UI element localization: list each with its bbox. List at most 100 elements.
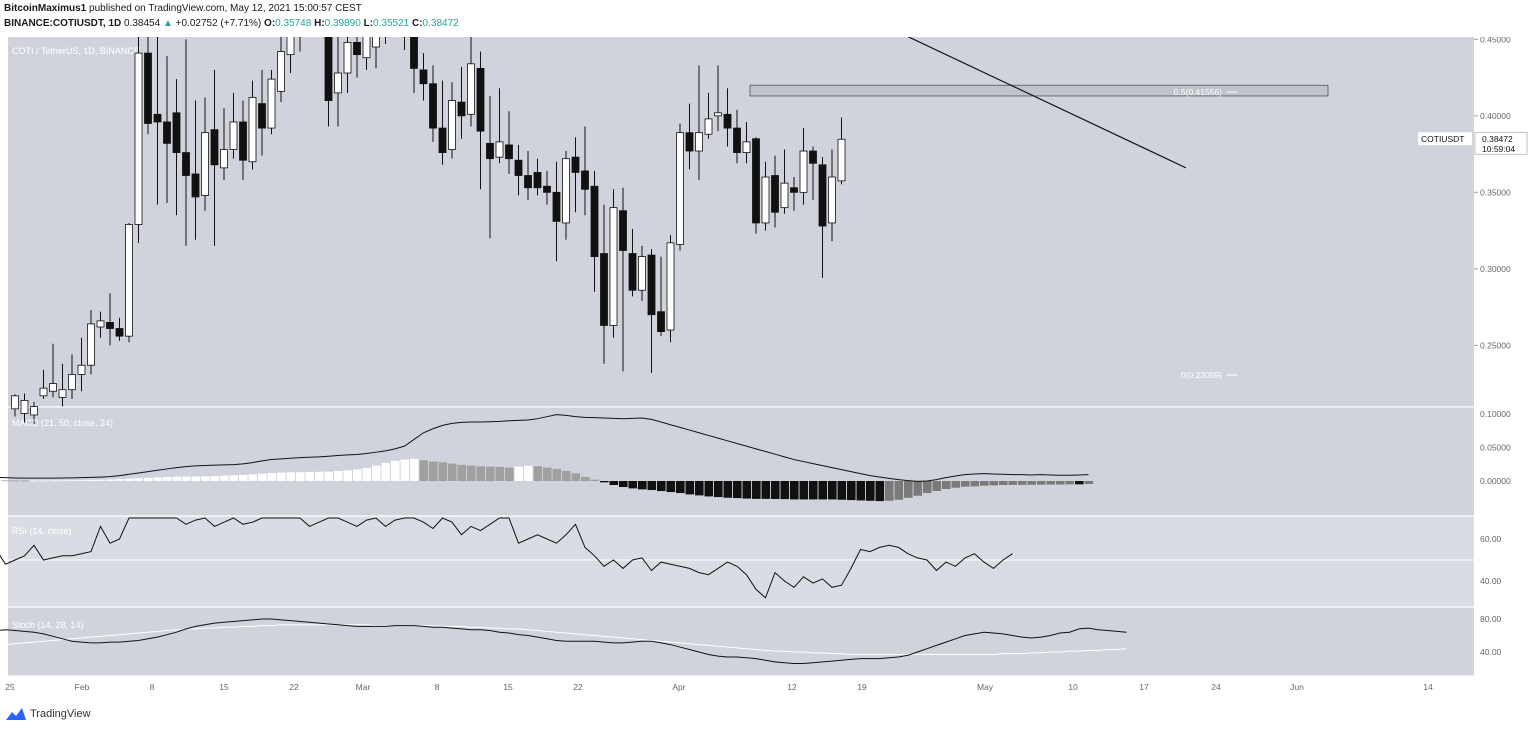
candle-body [685,132,694,152]
rsi-tick-label: 40.00 [1480,576,1502,586]
time-tick-label: 14 [1423,682,1433,692]
candle [87,310,95,375]
candle-body [562,158,570,224]
candle-body [77,364,86,375]
time-tick-label: 17 [1139,682,1149,692]
candle-body [30,406,38,416]
macd-histogram-bar [1046,481,1056,485]
time-tick-label: 25 [5,682,15,692]
macd-histogram-bar [505,467,514,481]
candle-body [220,149,228,169]
time-tick-label: Mar [356,682,371,692]
candle [229,92,238,159]
macd-histogram-bar [666,481,676,493]
macd-histogram-bar [961,481,970,487]
macd-histogram-bar [818,481,828,500]
macd-histogram-bar [1056,481,1065,485]
macd-histogram-bar [391,460,400,481]
last-price-badge [1474,131,1528,155]
candle [809,146,817,200]
candle [58,363,67,407]
macd-histogram-bar [457,464,467,481]
time-tick-label: 8 [150,682,155,692]
candle-body [809,150,817,164]
macd-histogram-bar [923,481,932,494]
macd-histogram-bar [467,465,476,481]
candle [543,170,551,205]
candle [39,369,48,399]
macd-histogram-bar [448,463,457,481]
candle [353,37,361,78]
macd-histogram-bar [49,480,58,482]
macd-histogram-bar [429,461,438,481]
macd-histogram-bar [239,474,248,481]
candle-body [818,164,827,227]
ohlc-line: BINANCE:COTIUSDT, 1D 0.38454 ▲ +0.02752 … [4,18,459,29]
candle-body [277,51,285,92]
open-label: O: [264,18,276,29]
candle [666,235,675,343]
macd-histogram-bar [1018,481,1027,485]
macd-histogram-bar [913,481,923,496]
macd-histogram-bar [220,475,229,481]
macd-tick-label: 0.10000 [1480,409,1511,419]
candle [429,65,437,142]
candle [771,155,779,228]
low-label: L: [363,18,374,29]
macd-histogram-bar [106,479,115,481]
macd-histogram-bar [324,471,334,481]
candle [324,37,333,127]
chart-title: COTI / TetherUS, 1D, BINANCE [12,46,140,56]
candle-body [552,191,561,222]
macd-histogram-bar [1,480,11,482]
candle-body [438,127,447,153]
candle-body [419,69,428,85]
candle-body [761,176,770,224]
macd-histogram-bar [163,476,172,481]
macd-histogram-bar [799,481,809,500]
time-tick-label: Jun [1290,682,1304,692]
macd-histogram-bar [600,481,609,483]
candle-body [201,132,209,196]
macd-histogram-bar [524,465,533,481]
price-tick-label: 0.25000 [1480,340,1511,350]
brand-name: TradingView [30,708,91,720]
countdown-timer: 10:59:04 [1482,144,1515,154]
macd-histogram-bar [191,476,201,481]
candle [505,111,513,174]
high-label: H: [314,18,325,29]
macd-histogram-bar [343,470,353,481]
candle [182,39,190,246]
macd-histogram-bar [989,481,999,486]
candle [514,144,523,196]
candle-body [353,42,361,56]
last-price-value: 0.38472 [1482,134,1513,144]
macd-histogram-bar [780,481,790,500]
macd-histogram-bar [733,481,742,499]
candle-body [609,207,618,326]
macd-histogram-bar [419,460,429,481]
candle-body [742,141,751,153]
candle [115,317,124,341]
chart-canvas[interactable]: COTI / TetherUS, 1D, BINANCEUSDT0.650000… [0,37,1536,700]
last-price-symbol-bg [1418,132,1472,146]
macd-histogram-bar [1075,481,1084,485]
candle [562,151,570,240]
macd-histogram-bar [657,481,666,492]
candle [30,401,38,425]
candle-body [258,103,266,129]
macd-histogram-bar [296,472,305,481]
candle [343,37,352,93]
candle [106,293,114,346]
macd-histogram-bar [514,466,524,481]
macd-histogram-bar [476,466,486,481]
candle-body [144,52,152,124]
stoch-k-line [0,618,1127,665]
macd-histogram-bar [1065,481,1075,485]
candle [619,187,627,372]
candle [201,97,209,211]
candle-body [372,37,380,48]
candle [790,177,798,211]
macd-histogram-bar [752,481,761,499]
time-tick-label: 19 [857,682,867,692]
